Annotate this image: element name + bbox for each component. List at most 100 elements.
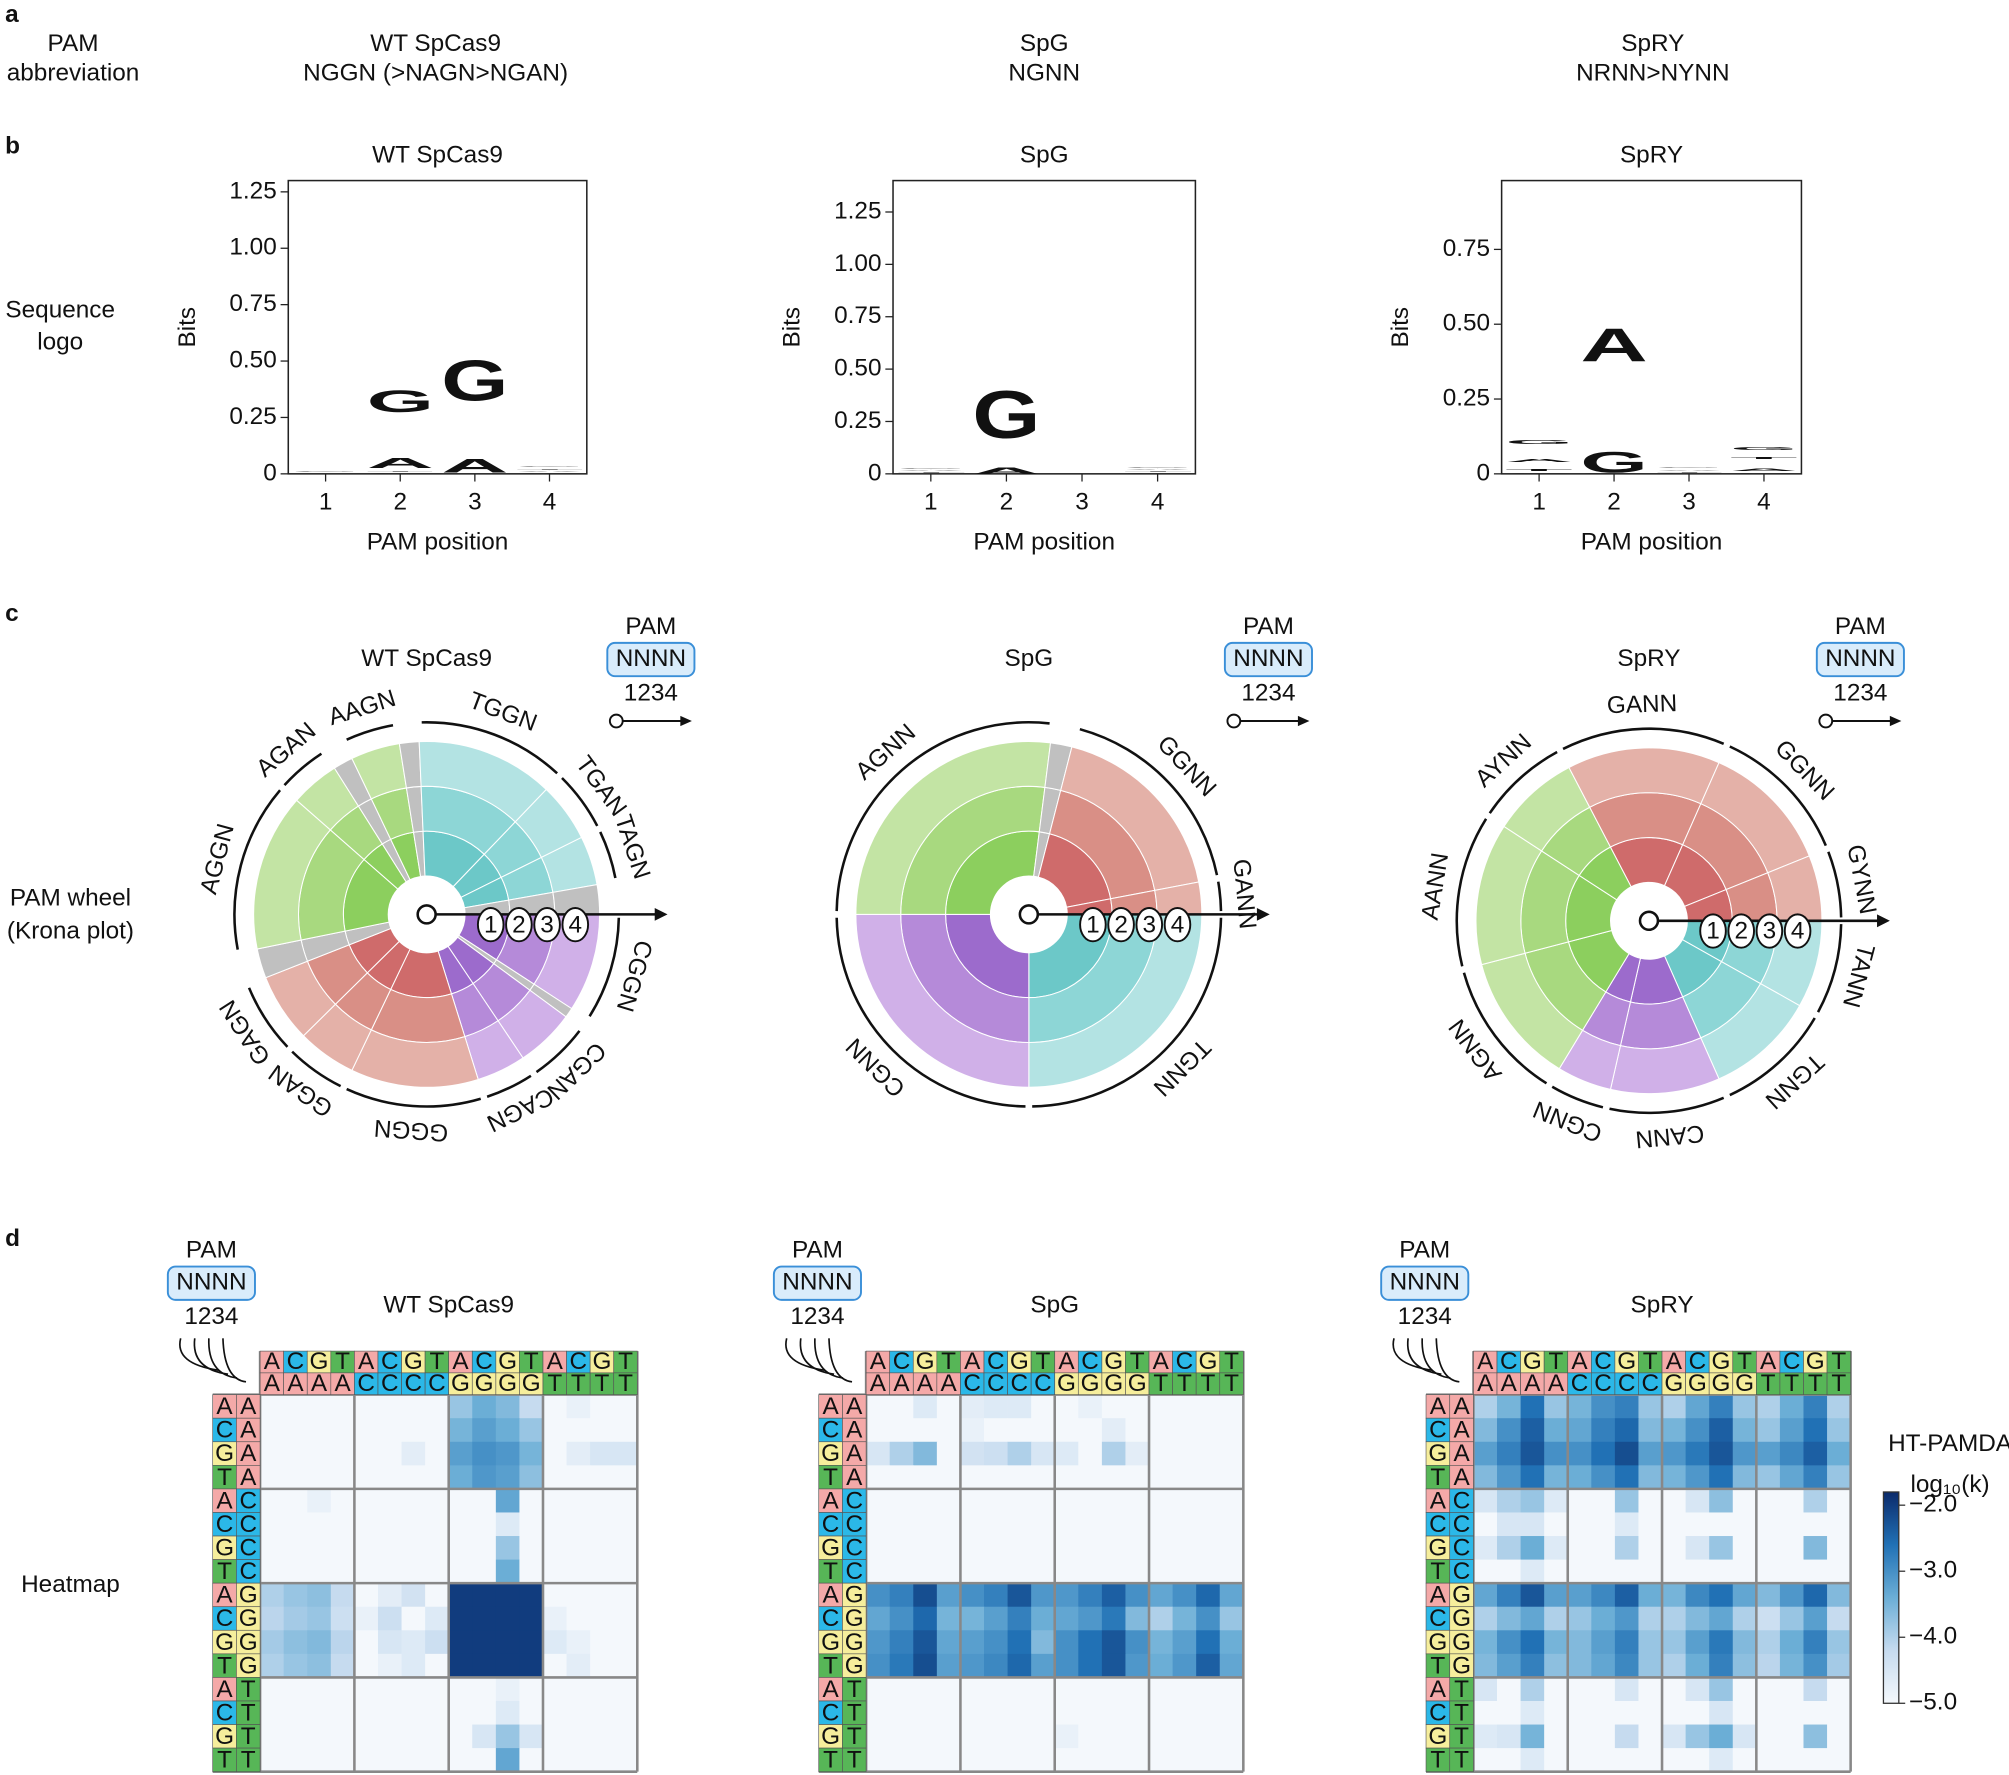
heatmap-cell bbox=[519, 1653, 544, 1678]
heatmap-cell bbox=[1662, 1630, 1686, 1655]
wheel-label: CGNN bbox=[841, 1032, 911, 1102]
heatmap-cell bbox=[1779, 1677, 1804, 1702]
key-origin bbox=[608, 713, 624, 729]
heatmap-cell bbox=[866, 1394, 891, 1419]
wheel-marker-label: 1 bbox=[1706, 918, 1720, 945]
heatmap-cell bbox=[566, 1536, 591, 1560]
wheel-marker bbox=[1079, 907, 1107, 943]
heatmap-cell bbox=[1125, 1748, 1150, 1773]
heatmap-cell bbox=[1007, 1724, 1032, 1749]
header-letter: G bbox=[1428, 1535, 1447, 1562]
header-letter: C bbox=[216, 1605, 234, 1632]
heatmap-cell bbox=[1685, 1583, 1710, 1608]
pam-key-positions: 1234 bbox=[1398, 1303, 1452, 1330]
heatmap-cell bbox=[1007, 1630, 1032, 1655]
heatmap-cell bbox=[1614, 1394, 1639, 1419]
heatmap-cell bbox=[260, 1559, 285, 1584]
heatmap-cell bbox=[283, 1488, 308, 1513]
header-letter: C bbox=[1429, 1417, 1447, 1444]
heatmap-cell bbox=[1473, 1653, 1498, 1678]
heatmap-cell bbox=[1544, 1488, 1569, 1513]
heatmap-cell bbox=[519, 1630, 544, 1655]
heatmap-cell bbox=[960, 1394, 985, 1419]
colorbar-tick-label: −5.0 bbox=[1909, 1689, 1957, 1716]
heatmap-cell bbox=[354, 1536, 379, 1560]
logo-letter: G bbox=[292, 471, 359, 472]
header-letter: A bbox=[1430, 1676, 1447, 1703]
heatmap-cell bbox=[1149, 1512, 1173, 1537]
wheel-marker-label: 3 bbox=[1143, 911, 1157, 938]
heatmap-cell bbox=[1544, 1606, 1569, 1631]
heatmap-cell bbox=[354, 1465, 379, 1490]
heatmap-cell bbox=[1054, 1512, 1079, 1537]
heatmap-cell bbox=[1638, 1606, 1663, 1631]
heatmap-cell bbox=[936, 1630, 961, 1655]
heatmap-cell bbox=[260, 1465, 285, 1490]
heatmap-cell bbox=[1520, 1512, 1545, 1537]
x-tick-label: 4 bbox=[1757, 489, 1771, 516]
logo-title: SpG bbox=[1020, 142, 1069, 169]
header-letter: T bbox=[618, 1370, 633, 1397]
y-tick-label: 0.50 bbox=[229, 346, 276, 373]
key-curve bbox=[222, 1338, 247, 1383]
header-letter: A bbox=[216, 1676, 233, 1703]
wheel-arc bbox=[535, 1030, 581, 1074]
heatmap-cell bbox=[566, 1394, 591, 1419]
heatmap-cell bbox=[590, 1394, 615, 1419]
pam-key-sequence: NNNN bbox=[782, 1269, 852, 1296]
heatmap-cell bbox=[401, 1677, 426, 1702]
header-letter: A bbox=[822, 1393, 839, 1420]
heatmap-cell bbox=[542, 1512, 567, 1537]
key-curve bbox=[814, 1338, 844, 1379]
header-letter: A bbox=[547, 1348, 564, 1375]
heatmap-cell bbox=[1732, 1512, 1757, 1537]
pam-key-title: PAM bbox=[1399, 1237, 1450, 1264]
logo-letter: C bbox=[1730, 473, 1797, 474]
wheel-arc bbox=[835, 721, 1050, 912]
heatmap-cell bbox=[1007, 1418, 1032, 1443]
heatmap-cell bbox=[590, 1512, 615, 1537]
heatmap-cell bbox=[1149, 1606, 1173, 1631]
heatmap-cell bbox=[1638, 1653, 1663, 1678]
heatmap-cell bbox=[1031, 1559, 1056, 1584]
header-letter: T bbox=[217, 1747, 232, 1774]
header-letter: G bbox=[239, 1629, 258, 1656]
heatmap-cell bbox=[1614, 1606, 1639, 1631]
heatmap-cell bbox=[495, 1630, 520, 1655]
heatmap-cell bbox=[1614, 1559, 1639, 1584]
heatmap-cell bbox=[495, 1748, 520, 1773]
header-letter: T bbox=[1177, 1370, 1192, 1397]
heatmap-cell bbox=[1732, 1559, 1757, 1584]
heatmap-cell bbox=[425, 1606, 450, 1631]
heatmap-cell bbox=[1709, 1394, 1734, 1419]
header-cell bbox=[613, 1372, 638, 1395]
wheel-marker bbox=[476, 907, 505, 943]
wheel-label: TAGN bbox=[609, 812, 655, 883]
y-tick-label: 1.00 bbox=[834, 250, 881, 277]
x-tick-label: 2 bbox=[1607, 489, 1621, 516]
heatmap-cell bbox=[495, 1677, 520, 1702]
heatmap-cell bbox=[354, 1653, 379, 1678]
header-letter: C bbox=[963, 1370, 981, 1397]
header-letter: G bbox=[1712, 1370, 1731, 1397]
heatmap-cell bbox=[542, 1724, 567, 1749]
header-letter: G bbox=[845, 1629, 864, 1656]
heatmap-cell bbox=[1662, 1418, 1686, 1443]
heatmap-cell bbox=[330, 1606, 355, 1631]
heatmap-cell bbox=[1007, 1536, 1032, 1560]
heatmap-cell bbox=[401, 1748, 426, 1773]
heatmap-cell bbox=[283, 1630, 308, 1655]
heatmap-cell bbox=[1709, 1536, 1734, 1560]
header-letter: T bbox=[217, 1558, 232, 1585]
wheel-marker-label: 2 bbox=[512, 911, 526, 938]
heatmap-cell bbox=[1101, 1465, 1126, 1490]
pam-key-box bbox=[1815, 641, 1905, 678]
heatmap-cell bbox=[1827, 1606, 1852, 1631]
header-letter: A bbox=[1760, 1348, 1777, 1375]
heatmap-cell bbox=[960, 1677, 985, 1702]
header-letter: C bbox=[239, 1535, 257, 1562]
header-letter: A bbox=[870, 1370, 887, 1397]
heatmap-cell bbox=[960, 1748, 985, 1773]
wheel-arc bbox=[1216, 881, 1223, 912]
header-letter: C bbox=[1034, 1370, 1052, 1397]
